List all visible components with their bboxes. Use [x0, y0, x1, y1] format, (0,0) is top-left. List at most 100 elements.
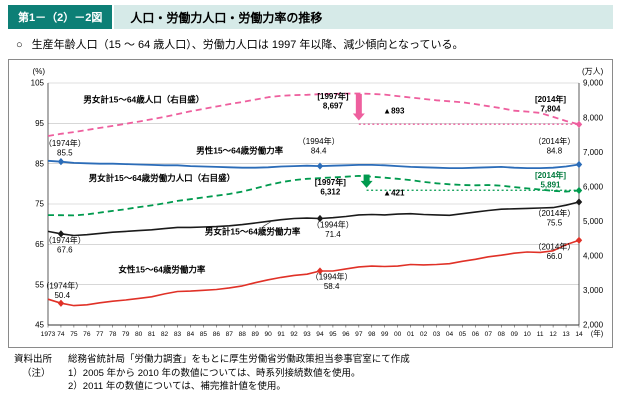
- svg-text:93: 93: [303, 331, 311, 338]
- svg-text:09: 09: [511, 331, 519, 338]
- source-row: 資料出所 総務省統計局「労働力調査」をもとに厚生労働省労働政策担当参事官室にて作…: [8, 353, 613, 366]
- svg-text:105: 105: [31, 79, 45, 88]
- svg-text:04: 04: [446, 331, 454, 338]
- svg-text:（1994年）: （1994年）: [312, 220, 354, 230]
- svg-text:78: 78: [109, 331, 117, 338]
- svg-text:67.6: 67.6: [57, 246, 73, 255]
- svg-text:1973: 1973: [41, 331, 56, 338]
- svg-text:（2014年）: （2014年）: [533, 136, 575, 146]
- source-text: 総務省統計局「労働力調査」をもとに厚生労働省労働政策担当参事官室にて作成: [68, 354, 410, 366]
- svg-text:(%): (%): [33, 67, 46, 76]
- svg-text:▲421: ▲421: [383, 189, 405, 198]
- svg-text:02: 02: [420, 331, 428, 338]
- svg-text:55: 55: [35, 281, 44, 290]
- figure-header: 第1－（2）－2図 人口・労働力人口・労働力率の推移: [8, 5, 613, 29]
- svg-text:11: 11: [537, 331, 544, 338]
- svg-text:（2014年）: （2014年）: [533, 208, 575, 218]
- svg-text:（2014年）: （2014年）: [533, 242, 575, 252]
- svg-text:（1994年）: （1994年）: [298, 136, 340, 146]
- notes-label: （注）: [22, 367, 51, 379]
- figure-title-strip: 人口・労働力人口・労働力率の推移: [114, 5, 613, 29]
- svg-text:8,697: 8,697: [323, 102, 344, 111]
- svg-text:74: 74: [57, 331, 65, 338]
- svg-text:（1974年）: （1974年）: [44, 235, 86, 245]
- svg-text:2,000: 2,000: [583, 321, 604, 330]
- svg-text:男女計15～64歳人口（右目盛）: 男女計15～64歳人口（右目盛）: [83, 95, 204, 105]
- svg-text:7,804: 7,804: [540, 105, 561, 114]
- svg-text:84.4: 84.4: [311, 147, 327, 156]
- svg-text:79: 79: [122, 331, 130, 338]
- note-row-1: （注） 1）2005 年から 2010 年の数値については、時系列接続数値を使用…: [8, 367, 613, 380]
- svg-text:87: 87: [226, 331, 234, 338]
- svg-text:10: 10: [524, 331, 532, 338]
- note-item: 1）2005 年から 2010 年の数値については、時系列接続数値を使用。: [68, 367, 361, 379]
- svg-text:99: 99: [381, 331, 389, 338]
- svg-text:(万人): (万人): [582, 67, 604, 76]
- chart-frame: 105 95 85 75 65 55 45 9,000 8,000 7,000 6,000 5,000…: [8, 59, 613, 349]
- svg-text:45: 45: [35, 321, 44, 330]
- svg-text:58.4: 58.4: [324, 282, 340, 291]
- svg-text:66.0: 66.0: [547, 252, 563, 261]
- svg-text:6,000: 6,000: [583, 183, 604, 192]
- svg-text:(年): (年): [591, 328, 604, 338]
- svg-text:00: 00: [394, 331, 402, 338]
- svg-text:[1997年]: [1997年]: [315, 177, 346, 187]
- svg-text:13: 13: [562, 331, 570, 338]
- figure-number-badge: 第1－（2）－2図: [8, 5, 113, 29]
- svg-text:男女計15～64歳労働力人口（右目盛）: 男女計15～64歳労働力人口（右目盛）: [89, 173, 235, 183]
- footnotes: 資料出所 総務省統計局「労働力調査」をもとに厚生労働省労働政策担当参事官室にて作…: [8, 353, 613, 393]
- svg-text:90: 90: [264, 331, 272, 338]
- svg-text:05: 05: [459, 331, 467, 338]
- svg-text:82: 82: [161, 331, 169, 338]
- svg-text:男女計15～64歳労働力率: 男女計15～64歳労働力率: [205, 227, 301, 237]
- figure-title: 人口・労働力人口・労働力率の推移: [130, 10, 323, 25]
- svg-text:12: 12: [549, 331, 557, 338]
- svg-text:75: 75: [70, 331, 78, 338]
- svg-text:01: 01: [407, 331, 415, 338]
- svg-text:80: 80: [135, 331, 143, 338]
- svg-text:[2014年]: [2014年]: [535, 94, 566, 104]
- circle-bullet-icon: ○: [16, 39, 23, 51]
- source-label: 資料出所: [14, 354, 53, 366]
- svg-text:3,000: 3,000: [583, 286, 604, 295]
- svg-text:▲893: ▲893: [383, 107, 405, 116]
- svg-text:71.4: 71.4: [325, 230, 341, 239]
- svg-text:7,000: 7,000: [583, 148, 604, 157]
- trend-line-chart: 105 95 85 75 65 55 45 9,000 8,000 7,000 6,000 5,000…: [31, 67, 604, 338]
- svg-text:77: 77: [96, 331, 104, 338]
- lead-text: 生産年齢人口（15 ～ 64 歳人口）、労働力人口は 1997 年以降、減少傾向…: [31, 39, 464, 51]
- svg-text:97: 97: [355, 331, 363, 338]
- svg-text:14: 14: [575, 331, 583, 338]
- note-row-2: 2）2011 年の数値については、補完推計値を使用。: [8, 380, 613, 393]
- svg-text:92: 92: [290, 331, 298, 338]
- svg-text:4,000: 4,000: [583, 252, 604, 261]
- svg-text:86: 86: [213, 331, 221, 338]
- notes-label-spacer: [8, 380, 68, 393]
- svg-text:5,000: 5,000: [583, 217, 604, 226]
- svg-text:95: 95: [35, 119, 44, 128]
- svg-text:81: 81: [148, 331, 156, 338]
- svg-text:96: 96: [342, 331, 350, 338]
- svg-text:男性15～64歳労働力率: 男性15～64歳労働力率: [196, 146, 283, 156]
- svg-text:94: 94: [316, 331, 324, 338]
- svg-text:75.5: 75.5: [547, 219, 563, 228]
- svg-text:88: 88: [239, 331, 247, 338]
- svg-text:89: 89: [252, 331, 260, 338]
- svg-text:91: 91: [277, 331, 285, 338]
- note-item: 2）2011 年の数値については、補完推計値を使用。: [68, 381, 286, 393]
- svg-text:[2014年]: [2014年]: [535, 170, 566, 180]
- svg-text:85.5: 85.5: [57, 149, 73, 158]
- svg-text:85: 85: [200, 331, 208, 338]
- svg-text:84: 84: [187, 331, 195, 338]
- svg-text:（1994年）: （1994年）: [311, 272, 353, 282]
- svg-text:84.8: 84.8: [547, 147, 563, 156]
- svg-text:5,891: 5,891: [540, 181, 561, 190]
- svg-text:9,000: 9,000: [583, 79, 604, 88]
- svg-text:75: 75: [35, 200, 44, 209]
- svg-text:女性15～64歳労働力率: 女性15～64歳労働力率: [119, 265, 206, 275]
- svg-text:83: 83: [174, 331, 182, 338]
- svg-text:[1997年]: [1997年]: [317, 91, 348, 101]
- svg-text:6,312: 6,312: [320, 188, 341, 197]
- svg-text:50.4: 50.4: [54, 291, 70, 300]
